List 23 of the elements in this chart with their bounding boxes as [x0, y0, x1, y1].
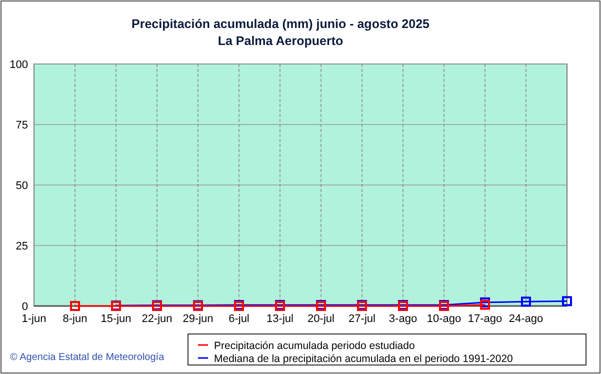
y-tick-label: 25 — [16, 240, 28, 252]
x-tick-label: 1-jun — [22, 313, 46, 325]
x-tick-label: 15-jun — [100, 313, 132, 325]
chart-title: Precipitación acumulada (mm) junio - agosto 2025 — [132, 17, 430, 31]
y-tick-label: 100 — [10, 59, 28, 71]
x-tick-label: 24-ago — [508, 313, 544, 325]
legend-label: Precipitación acumulada periodo estudiado — [214, 340, 415, 352]
x-tick-label: 22-jun — [142, 313, 172, 325]
x-tick-label: 10-ago — [426, 313, 462, 325]
x-tick-label: 13-jul — [266, 313, 294, 325]
x-tick-label: 8-jun — [62, 313, 88, 325]
x-tick-label: 3-ago — [388, 313, 418, 325]
legend-label: Mediana de la precipitación acumulada en el periodo 1991-2020 — [214, 353, 514, 365]
y-tick-label: 0 — [22, 301, 28, 313]
text: © Agencia Estatal de Meteorología — [10, 352, 165, 363]
x-tick-label: 17-ago — [468, 313, 502, 325]
chart-subtitle: La Palma Aeropuerto — [218, 34, 344, 48]
y-tick-label: 75 — [16, 120, 28, 132]
x-tick-label: 6-jul — [228, 313, 250, 325]
x-tick-label: 27-jul — [348, 313, 376, 325]
x-tick-label: 29-jun — [182, 313, 214, 325]
x-tick-label: 20-jul — [308, 313, 334, 325]
y-tick-label: 50 — [16, 180, 28, 192]
